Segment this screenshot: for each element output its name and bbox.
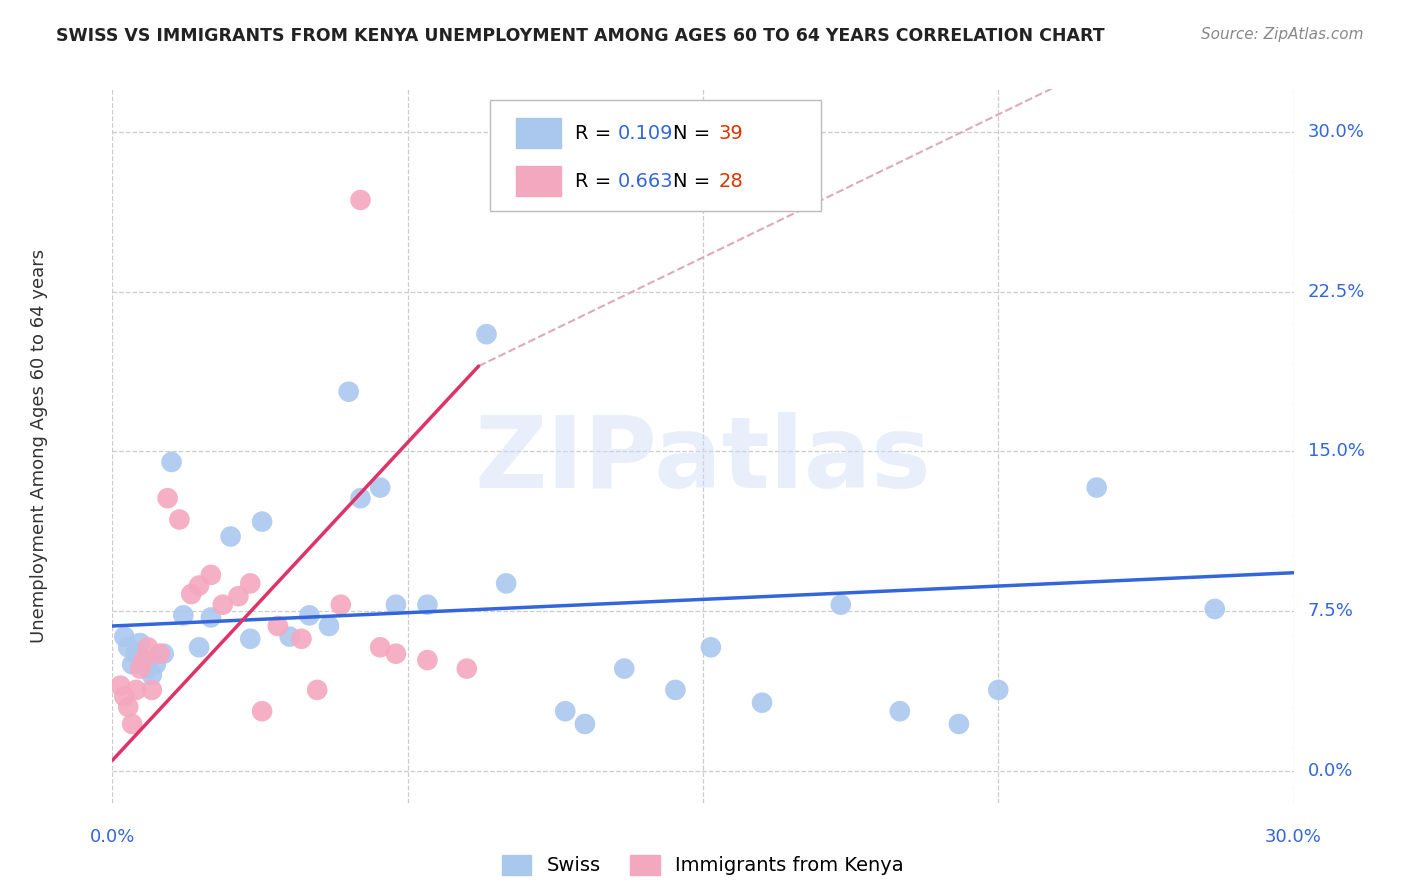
Legend: Swiss, Immigrants from Kenya: Swiss, Immigrants from Kenya [502, 855, 904, 875]
Point [200, 567, 222, 582]
Text: Source: ZipAtlas.com: Source: ZipAtlas.com [1201, 27, 1364, 42]
Bar [516, 119, 561, 148]
Text: ZIPatlas: ZIPatlas [475, 412, 931, 508]
Point [250, 515, 273, 529]
Point [228, 589, 250, 603]
Point [318, 619, 340, 633]
Text: SWISS VS IMMIGRANTS FROM KENYA UNEMPLOYMENT AMONG AGES 60 TO 64 YEARS CORRELATIO: SWISS VS IMMIGRANTS FROM KENYA UNEMPLOYM… [56, 27, 1105, 45]
Point [136, 640, 159, 655]
Bar [516, 166, 561, 196]
Point [307, 682, 329, 697]
Text: N =: N = [673, 124, 717, 143]
Point [141, 682, 163, 697]
Point [112, 690, 135, 704]
Point [188, 640, 211, 655]
Point [169, 512, 191, 526]
Point [385, 598, 408, 612]
Point [219, 529, 242, 543]
Point [987, 682, 1010, 697]
Text: 0.0%: 0.0% [90, 829, 135, 847]
Point [132, 653, 155, 667]
Text: R =: R = [575, 124, 619, 143]
Point [574, 717, 596, 731]
Point [416, 653, 439, 667]
Point [149, 647, 172, 661]
Text: 30.0%: 30.0% [1265, 829, 1322, 847]
Point [385, 647, 408, 661]
Point [117, 700, 139, 714]
Text: N =: N = [673, 172, 717, 191]
Text: 15.0%: 15.0% [1308, 442, 1365, 460]
Point [298, 608, 321, 623]
Point [349, 491, 371, 506]
Text: 0.663: 0.663 [619, 172, 673, 191]
Point [136, 662, 159, 676]
Point [267, 619, 290, 633]
Point [160, 455, 183, 469]
Point [349, 193, 371, 207]
Text: R =: R = [575, 172, 619, 191]
Point [278, 630, 301, 644]
Point [110, 679, 132, 693]
Point [613, 662, 636, 676]
Point [239, 632, 262, 646]
Point [156, 491, 179, 506]
Point [700, 640, 723, 655]
Point [200, 610, 222, 624]
Point [416, 598, 439, 612]
Point [141, 668, 163, 682]
Point [121, 717, 143, 731]
Point [250, 704, 273, 718]
Text: 0.109: 0.109 [619, 124, 673, 143]
Point [830, 598, 852, 612]
Text: 22.5%: 22.5% [1308, 283, 1365, 301]
FancyBboxPatch shape [491, 100, 821, 211]
Text: 0.0%: 0.0% [1308, 762, 1353, 780]
Text: 28: 28 [718, 172, 744, 191]
Point [368, 640, 391, 655]
Point [337, 384, 360, 399]
Point [129, 662, 152, 676]
Point [368, 481, 391, 495]
Point [112, 630, 135, 644]
Point [329, 598, 352, 612]
Point [180, 587, 202, 601]
Point [172, 608, 194, 623]
Point [121, 657, 143, 672]
Point [664, 682, 686, 697]
Point [889, 704, 911, 718]
Point [239, 576, 262, 591]
Point [145, 657, 167, 672]
Point [188, 578, 211, 592]
Point [211, 598, 233, 612]
Text: Unemployment Among Ages 60 to 64 years: Unemployment Among Ages 60 to 64 years [31, 249, 48, 643]
Point [1085, 481, 1108, 495]
Point [495, 576, 517, 591]
Point [129, 636, 152, 650]
Point [1204, 602, 1226, 616]
Point [132, 653, 155, 667]
Point [948, 717, 970, 731]
Point [290, 632, 312, 646]
Text: 30.0%: 30.0% [1308, 123, 1365, 141]
Point [117, 640, 139, 655]
Text: 39: 39 [718, 124, 744, 143]
Point [125, 647, 148, 661]
Point [554, 704, 576, 718]
Point [475, 327, 498, 342]
Point [751, 696, 773, 710]
Point [456, 662, 478, 676]
Point [152, 647, 174, 661]
Point [125, 682, 148, 697]
Text: 7.5%: 7.5% [1308, 602, 1354, 620]
